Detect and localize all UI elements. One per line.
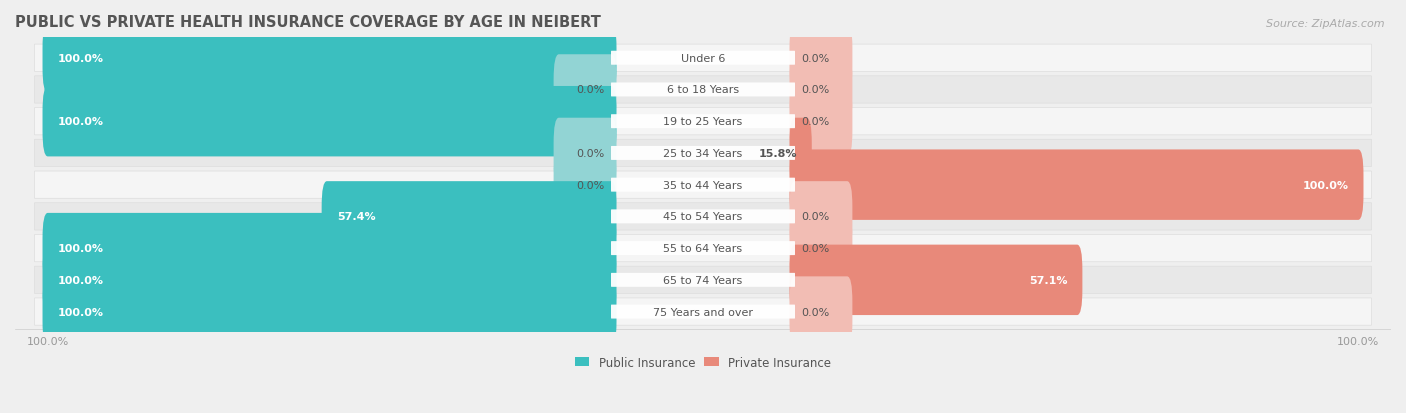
Text: 57.1%: 57.1% xyxy=(1029,275,1067,285)
FancyBboxPatch shape xyxy=(554,150,616,221)
FancyBboxPatch shape xyxy=(35,77,1371,104)
FancyBboxPatch shape xyxy=(42,214,616,284)
Text: 35 to 44 Years: 35 to 44 Years xyxy=(664,180,742,190)
Text: 57.4%: 57.4% xyxy=(336,212,375,222)
FancyBboxPatch shape xyxy=(612,210,794,224)
Text: Under 6: Under 6 xyxy=(681,54,725,64)
Text: 0.0%: 0.0% xyxy=(801,54,830,64)
FancyBboxPatch shape xyxy=(35,171,1371,199)
FancyBboxPatch shape xyxy=(35,203,1371,230)
FancyBboxPatch shape xyxy=(612,147,794,161)
Text: 100.0%: 100.0% xyxy=(1302,180,1348,190)
Text: 65 to 74 Years: 65 to 74 Years xyxy=(664,275,742,285)
Text: 15.8%: 15.8% xyxy=(758,149,797,159)
FancyBboxPatch shape xyxy=(612,242,794,256)
FancyBboxPatch shape xyxy=(790,150,1364,221)
Text: 25 to 34 Years: 25 to 34 Years xyxy=(664,149,742,159)
Text: PUBLIC VS PRIVATE HEALTH INSURANCE COVERAGE BY AGE IN NEIBERT: PUBLIC VS PRIVATE HEALTH INSURANCE COVER… xyxy=(15,15,600,30)
FancyBboxPatch shape xyxy=(612,273,794,287)
Text: 0.0%: 0.0% xyxy=(801,117,830,127)
FancyBboxPatch shape xyxy=(322,182,616,252)
Text: 100.0%: 100.0% xyxy=(58,54,104,64)
Text: 19 to 25 Years: 19 to 25 Years xyxy=(664,117,742,127)
FancyBboxPatch shape xyxy=(42,245,616,315)
FancyBboxPatch shape xyxy=(42,87,616,157)
FancyBboxPatch shape xyxy=(612,178,794,192)
Text: 100.0%: 100.0% xyxy=(58,244,104,254)
FancyBboxPatch shape xyxy=(790,214,852,284)
Text: 0.0%: 0.0% xyxy=(801,212,830,222)
FancyBboxPatch shape xyxy=(554,119,616,189)
FancyBboxPatch shape xyxy=(790,277,852,347)
Text: 0.0%: 0.0% xyxy=(576,180,605,190)
FancyBboxPatch shape xyxy=(612,115,794,129)
Text: 0.0%: 0.0% xyxy=(576,85,605,95)
FancyBboxPatch shape xyxy=(35,298,1371,325)
Text: 100.0%: 100.0% xyxy=(58,275,104,285)
Text: 100.0%: 100.0% xyxy=(58,117,104,127)
FancyBboxPatch shape xyxy=(35,140,1371,167)
Legend: Public Insurance, Private Insurance: Public Insurance, Private Insurance xyxy=(571,351,835,374)
FancyBboxPatch shape xyxy=(35,45,1371,72)
Text: 45 to 54 Years: 45 to 54 Years xyxy=(664,212,742,222)
FancyBboxPatch shape xyxy=(35,266,1371,294)
Text: 0.0%: 0.0% xyxy=(801,307,830,317)
FancyBboxPatch shape xyxy=(35,235,1371,262)
Text: 75 Years and over: 75 Years and over xyxy=(652,307,754,317)
FancyBboxPatch shape xyxy=(790,87,852,157)
FancyBboxPatch shape xyxy=(790,182,852,252)
FancyBboxPatch shape xyxy=(42,277,616,347)
FancyBboxPatch shape xyxy=(790,245,1083,315)
Text: 6 to 18 Years: 6 to 18 Years xyxy=(666,85,740,95)
Text: 0.0%: 0.0% xyxy=(801,85,830,95)
Text: Source: ZipAtlas.com: Source: ZipAtlas.com xyxy=(1267,19,1385,28)
Text: 0.0%: 0.0% xyxy=(576,149,605,159)
FancyBboxPatch shape xyxy=(790,119,811,189)
FancyBboxPatch shape xyxy=(35,108,1371,135)
FancyBboxPatch shape xyxy=(42,24,616,94)
FancyBboxPatch shape xyxy=(790,24,852,94)
FancyBboxPatch shape xyxy=(790,55,852,126)
FancyBboxPatch shape xyxy=(554,55,616,126)
Text: 100.0%: 100.0% xyxy=(58,307,104,317)
FancyBboxPatch shape xyxy=(612,83,794,97)
Text: 0.0%: 0.0% xyxy=(801,244,830,254)
Text: 55 to 64 Years: 55 to 64 Years xyxy=(664,244,742,254)
FancyBboxPatch shape xyxy=(612,305,794,319)
FancyBboxPatch shape xyxy=(612,52,794,66)
